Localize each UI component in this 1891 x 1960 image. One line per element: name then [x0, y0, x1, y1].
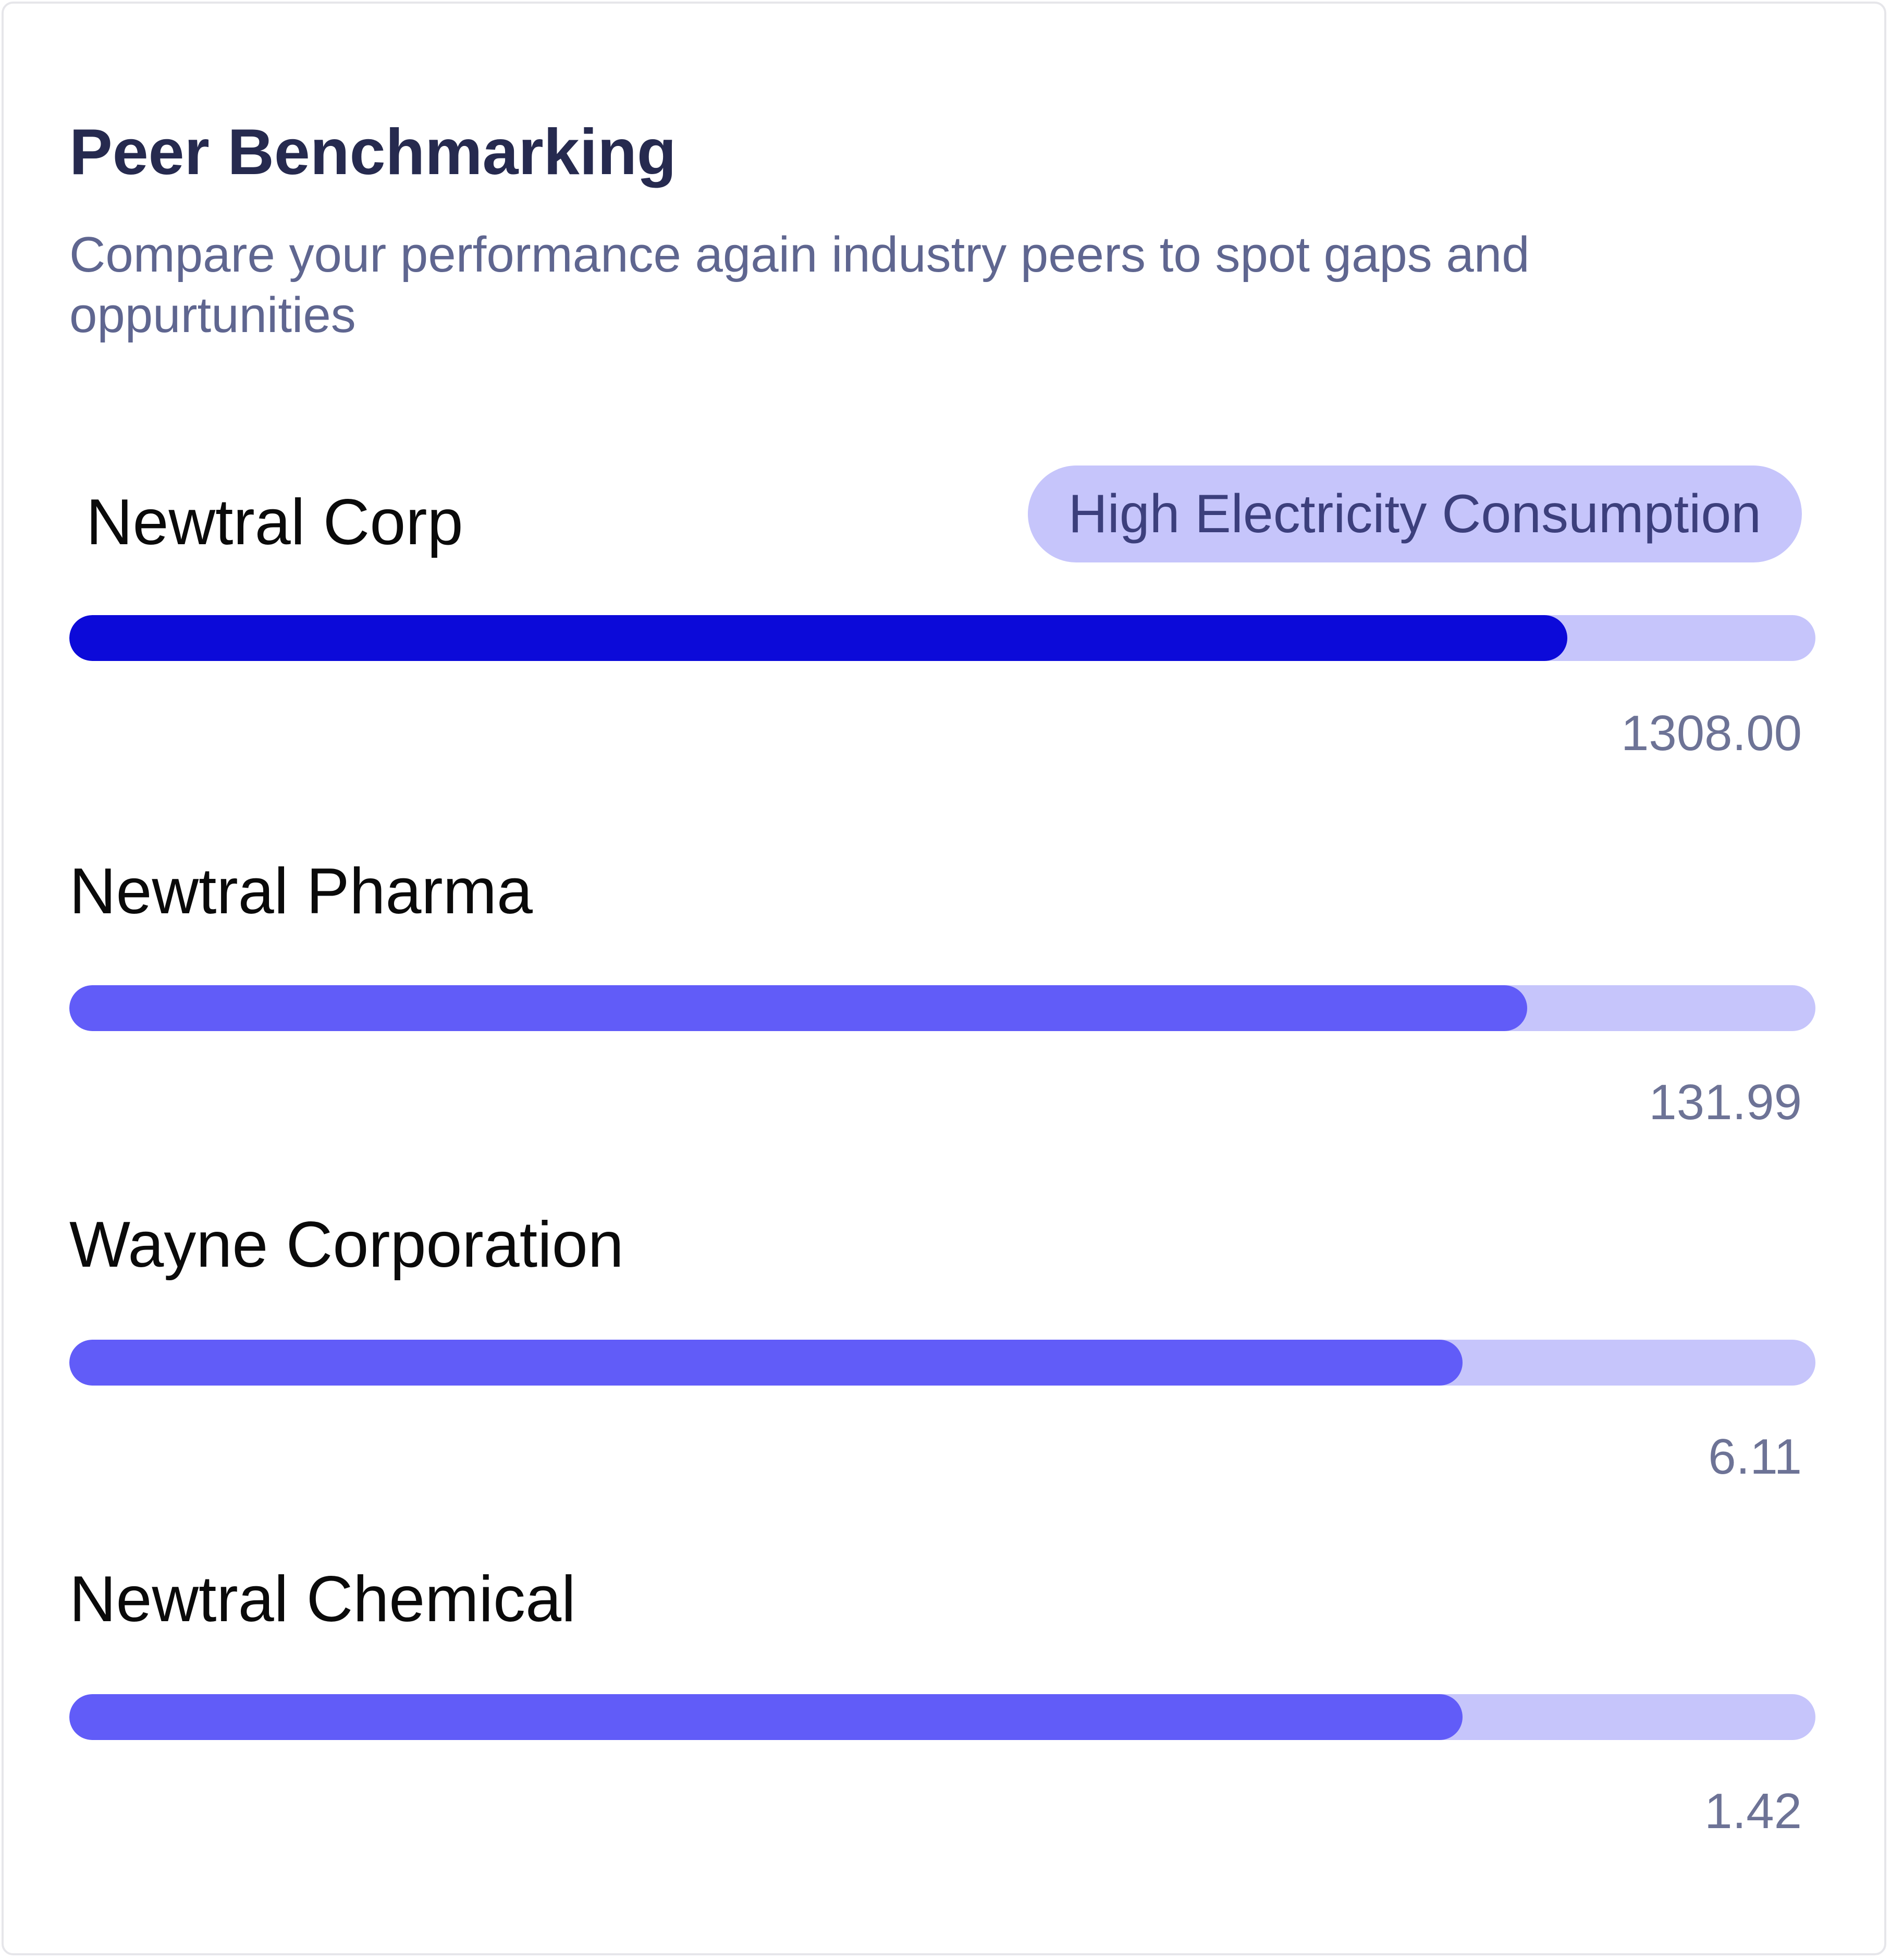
high-electricity-badge: High Electricity Consumption — [1027, 466, 1802, 562]
card-subtitle: Compare your performance again industry … — [69, 227, 1530, 343]
bar-fill — [69, 1694, 1463, 1740]
peer-name-newtral-corp: Newtral Corp — [86, 486, 463, 558]
bar-fill — [69, 985, 1528, 1031]
peer-name-wayne-corporation: Wayne Corporation — [69, 1209, 624, 1281]
peer-value: 1.42 — [1704, 1783, 1802, 1839]
bar-track — [69, 985, 1815, 1031]
card-title: Peer Benchmarking — [69, 116, 677, 188]
bar-track — [69, 615, 1815, 661]
bar-track — [69, 1340, 1815, 1386]
peer-value: 6.11 — [1708, 1429, 1802, 1485]
bar-fill — [69, 1340, 1463, 1386]
peer-value: 131.99 — [1649, 1074, 1802, 1130]
bar-fill — [69, 615, 1568, 661]
peer-name-newtral-chemical: Newtral Chemical — [69, 1563, 576, 1635]
bar-track — [69, 1694, 1815, 1740]
peer-name-newtral-pharma: Newtral Pharma — [69, 855, 533, 927]
peer-value: 1308.00 — [1620, 705, 1802, 761]
